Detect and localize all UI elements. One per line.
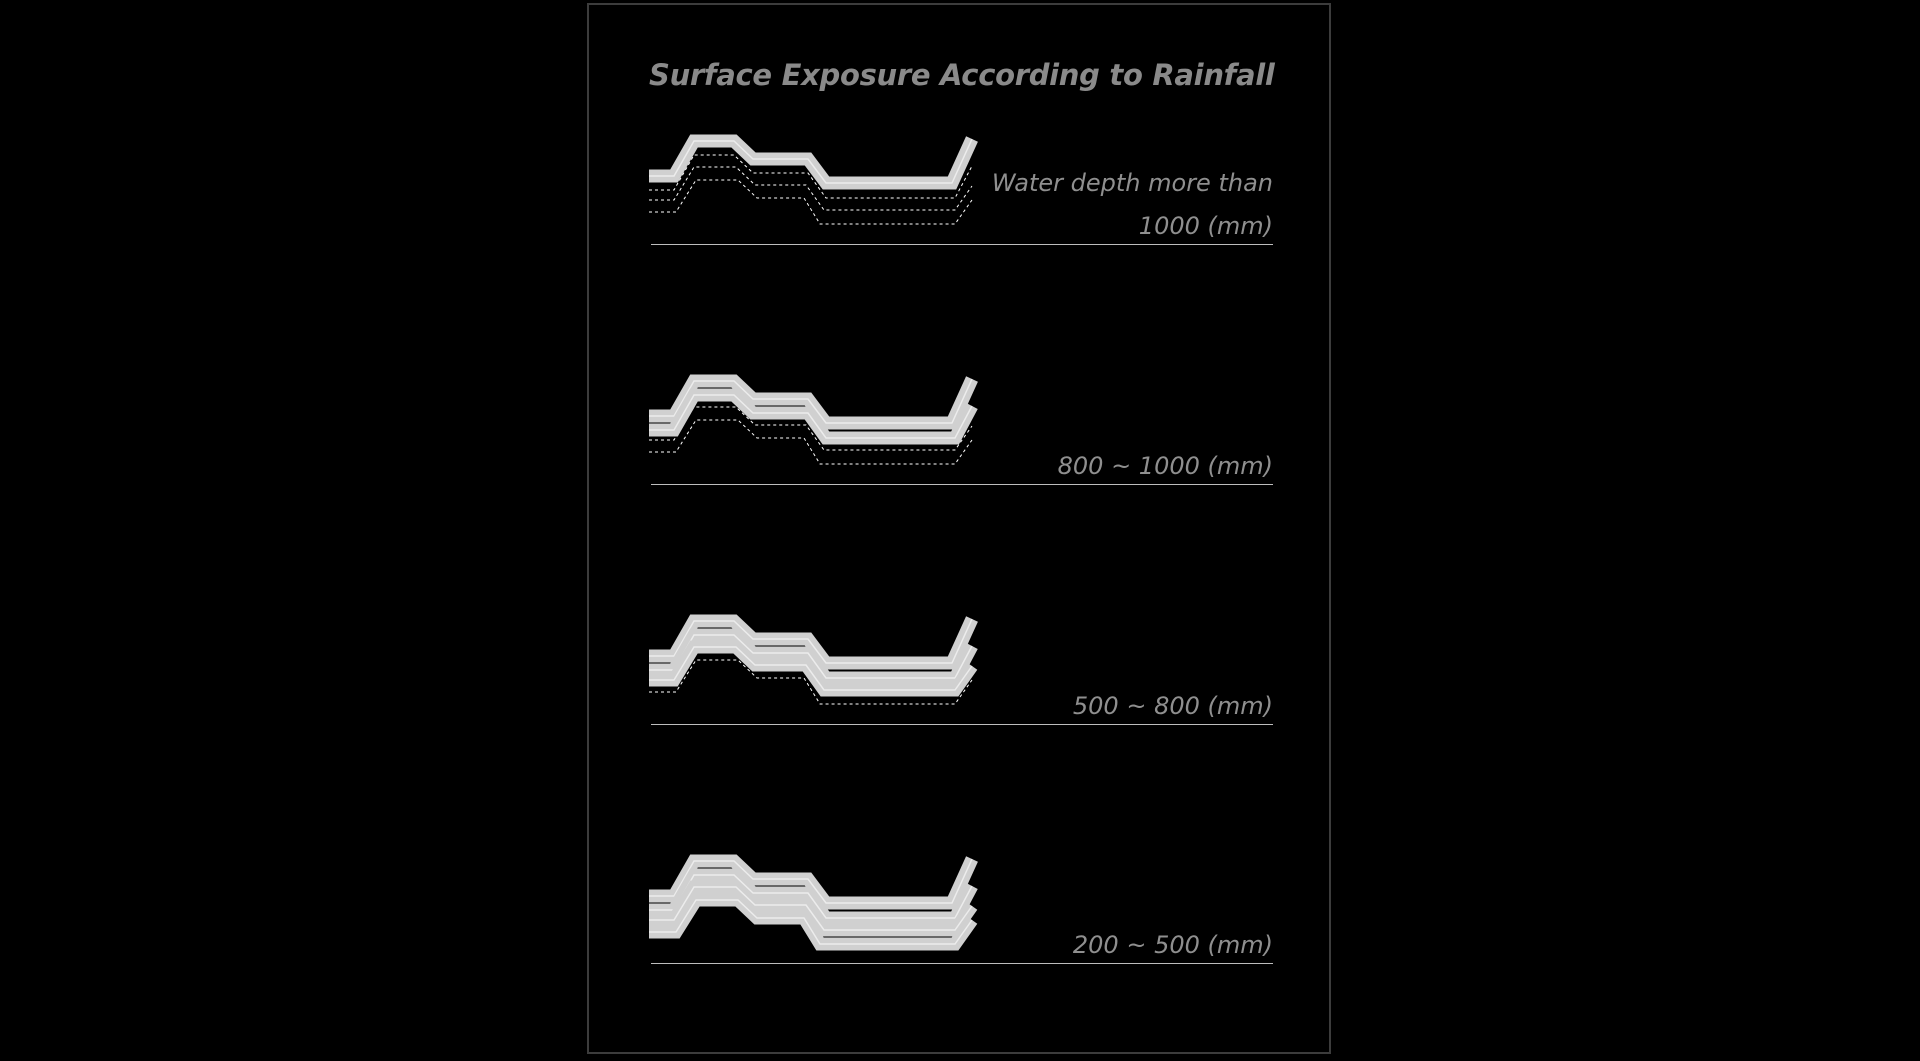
row-3-buried-layer-4 bbox=[649, 659, 973, 705]
row-2-exposed-layer-edge-1 bbox=[649, 378, 973, 424]
diagram-title: Surface Exposure According to Rainfall bbox=[649, 58, 1275, 92]
row-1-label-line1: Water depth more than bbox=[991, 169, 1273, 197]
row-4-baseline bbox=[651, 963, 1273, 964]
row-2-buried-layer-4 bbox=[649, 419, 973, 465]
row-2-exposed-layer-edge-2 bbox=[649, 394, 973, 439]
row-4-exposed-layer-edge-3 bbox=[649, 886, 973, 931]
row-1-buried-layer-4 bbox=[649, 179, 973, 225]
row-1-buried-layer-3 bbox=[649, 166, 973, 211]
row-1-exposed-layer-edge-1 bbox=[649, 138, 973, 184]
row-4-label: 200 ~ 500 (mm) bbox=[1072, 931, 1273, 959]
row-1-baseline bbox=[651, 244, 1273, 245]
diagram-frame bbox=[587, 3, 1331, 1054]
row-1-exposed-layer-1 bbox=[649, 134, 978, 190]
row-2-baseline bbox=[651, 484, 1273, 485]
row-3-exposed-layer-edge-1 bbox=[649, 618, 973, 664]
row-3-baseline bbox=[651, 724, 1273, 725]
row-3-exposed-layer-edge-3 bbox=[649, 646, 973, 691]
row-4-exposed-layer-edge-4 bbox=[649, 899, 973, 945]
row-2-label: 800 ~ 1000 (mm) bbox=[1057, 452, 1273, 480]
row-1-label-line2: 1000 (mm) bbox=[1138, 212, 1273, 240]
row-1-buried-layer-2 bbox=[649, 154, 973, 199]
row-3-label: 500 ~ 800 (mm) bbox=[1072, 692, 1273, 720]
row-4-exposed-layer-edge-1 bbox=[649, 858, 973, 904]
